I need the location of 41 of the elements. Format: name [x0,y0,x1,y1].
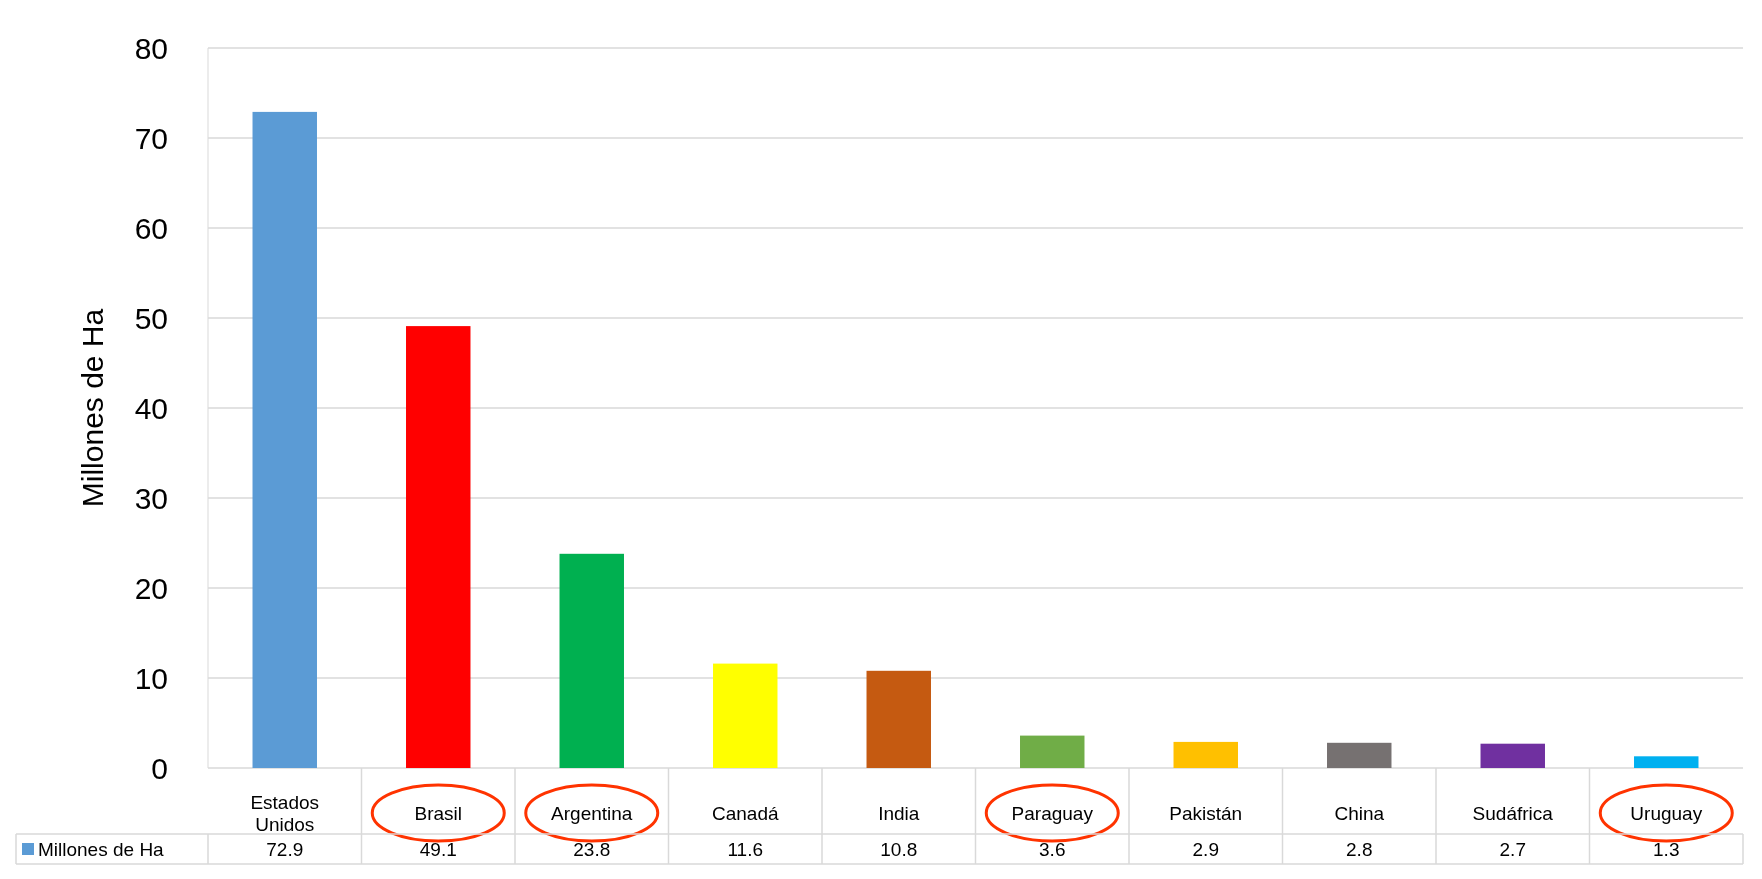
data-label: 2.8 [1346,838,1373,860]
y-tick-label: 20 [134,571,168,605]
data-label: 49.1 [419,838,457,860]
y-tick-label: 80 [134,31,168,65]
y-tick-label: 50 [134,301,168,335]
bar [1327,742,1392,768]
bar [713,663,778,768]
x-tick-label: India [878,802,920,824]
data-label: 2.9 [1192,838,1219,860]
data-label: 23.8 [573,838,611,860]
y-axis-title: Millones de Ha [76,308,109,508]
data-label: 10.8 [880,838,918,860]
y-tick-label: 10 [134,661,168,695]
y-tick-label: 30 [134,481,168,515]
x-tick-label: Uruguay [1630,802,1703,824]
x-tick-label: Canadá [711,802,779,824]
bar [1020,735,1085,768]
y-tick-label: 0 [151,751,168,785]
bar [1480,743,1545,768]
bar [1634,756,1699,768]
legend-label: Millones de Ha [38,838,165,860]
bar [406,326,471,768]
x-tick-label: Brasil [414,802,463,824]
bar [866,670,931,768]
x-tick-label: Estados Unidos [250,791,320,835]
data-label: 11.6 [727,838,764,860]
x-tick-label: Pakistán [1169,802,1243,824]
bar [252,111,317,768]
data-label: 2.7 [1499,838,1526,860]
bar [559,553,624,768]
x-tick-label: China [1334,802,1385,824]
x-tick-label: Sudáfrica [1472,802,1554,824]
bar [1173,741,1238,768]
data-label: 1.3 [1653,838,1680,860]
y-tick-label: 60 [134,211,168,245]
y-tick-label: 40 [134,391,168,425]
x-tick-label: Argentina [551,802,633,824]
x-tick-label: Paraguay [1011,802,1094,824]
data-label: 3.6 [1039,838,1066,860]
y-tick-label: 70 [134,121,168,155]
data-label: 72.9 [266,838,304,860]
